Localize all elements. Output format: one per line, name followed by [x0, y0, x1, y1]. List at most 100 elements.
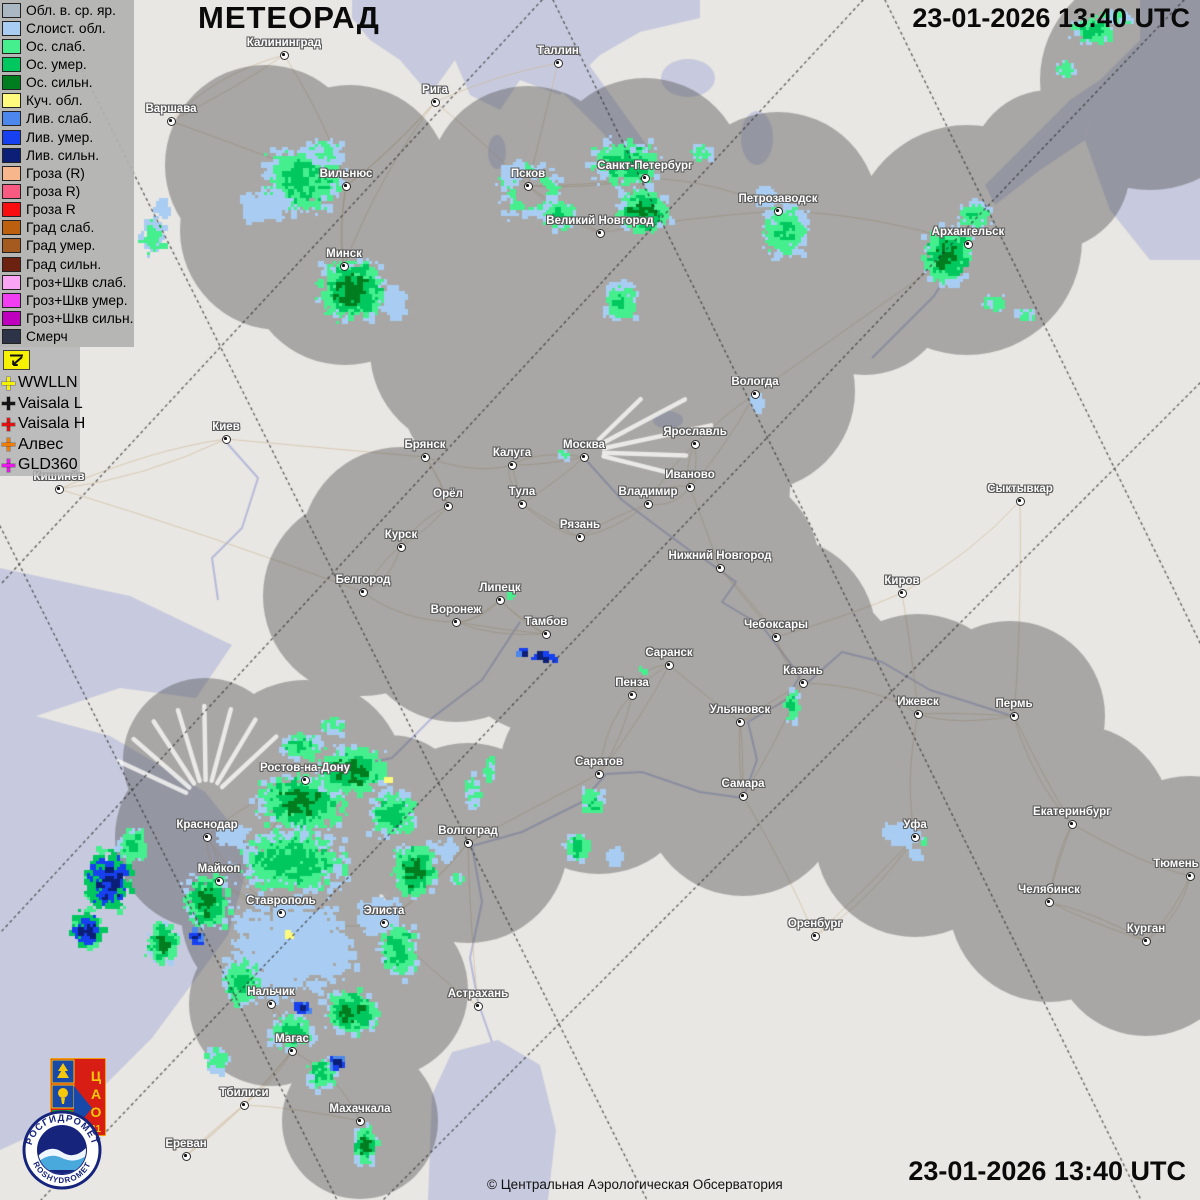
- legend-label: Гроза (R): [26, 165, 85, 181]
- legend-item: Лив. слаб.: [2, 110, 134, 128]
- legend-swatch: [2, 274, 21, 290]
- city-marker: [664, 660, 674, 670]
- legend-item: Гроз+Шкв сильн.: [2, 309, 134, 327]
- city-label: Курск: [384, 529, 418, 541]
- legend-label: Гроз+Шкв сильн.: [26, 310, 134, 326]
- city-marker: [640, 173, 650, 183]
- city-marker: [963, 239, 973, 249]
- city-marker: [54, 484, 64, 494]
- city-marker: [579, 452, 589, 462]
- city-marker: [643, 499, 653, 509]
- city-label: Липецк: [479, 582, 521, 594]
- city-marker: [266, 999, 276, 1009]
- city-label: Нижний Новгород: [668, 550, 772, 562]
- city-marker: [913, 709, 923, 719]
- city-marker: [341, 181, 351, 191]
- city-label: Пенза: [615, 677, 649, 689]
- city-label: Челябинск: [1018, 884, 1080, 896]
- city-marker: [1067, 819, 1077, 829]
- legend-label: Обл. в. ср. яр.: [26, 2, 116, 18]
- legend-label: Слоист. обл.: [26, 20, 106, 36]
- legend-label: Град слаб.: [26, 220, 95, 236]
- legend-swatch: [2, 256, 21, 272]
- city-marker: [300, 775, 310, 785]
- legend-swatch: [2, 202, 21, 218]
- city-marker: [735, 717, 745, 727]
- legend-label: Град сильн.: [26, 256, 102, 272]
- city-marker: [443, 501, 453, 511]
- city-marker: [214, 876, 224, 886]
- legend-item: Ос. слаб.: [2, 37, 134, 55]
- city-marker: [685, 482, 695, 492]
- city-marker: [396, 542, 406, 552]
- legend-item: Куч. обл.: [2, 92, 134, 110]
- legend-swatch: [2, 310, 21, 326]
- city-label: Орёл: [433, 488, 463, 500]
- city-label: Краснодар: [176, 819, 238, 831]
- legend-item: Гроза R: [2, 201, 134, 219]
- city-marker: [463, 838, 473, 848]
- legend-item: Гроза R): [2, 182, 134, 200]
- lightning-legend-item: GLD360: [1, 455, 85, 476]
- lightning-legend-item: Алвес: [1, 435, 85, 456]
- city-label: Чебоксары: [744, 619, 808, 631]
- city-label: Тула: [508, 486, 536, 498]
- city-label: Иваново: [665, 469, 715, 481]
- city-label: Майкоп: [197, 863, 241, 875]
- city-label: Ярославль: [663, 426, 727, 438]
- city-label: Элиста: [363, 905, 405, 917]
- city-label: Киев: [212, 421, 240, 433]
- legend-swatch: [2, 129, 21, 145]
- lightning-legend-label: Vaisala H: [18, 415, 86, 433]
- city-label: Калининград: [246, 37, 322, 49]
- city-label: Киров: [884, 575, 920, 587]
- timestamp-bottom: 23-01-2026 13:40 UTC: [908, 1156, 1186, 1186]
- city-marker: [181, 1151, 191, 1161]
- legend-label: Лив. умер.: [26, 129, 94, 145]
- legend-swatch: [2, 2, 21, 18]
- legend-item: Гроза (R): [2, 164, 134, 182]
- city-label: Ростов-на-Дону: [260, 762, 350, 774]
- legend-label: Смерч: [26, 329, 68, 345]
- city-marker: [627, 690, 637, 700]
- legend-swatch: [2, 183, 21, 199]
- lightning-legend-item: Vaisala L: [1, 394, 85, 415]
- city-marker: [594, 769, 604, 779]
- city-marker: [339, 261, 349, 271]
- city-marker: [1141, 936, 1151, 946]
- city-marker: [202, 832, 212, 842]
- city-label: Брянск: [404, 439, 446, 451]
- city-label: Саранск: [645, 647, 693, 659]
- city-marker: [495, 595, 505, 605]
- city-label: Ульяновск: [709, 704, 771, 716]
- legend-swatch: [2, 220, 21, 236]
- city-label: Ижевск: [897, 696, 939, 708]
- city-label: Воронеж: [430, 604, 482, 616]
- legend-item: Смерч: [2, 328, 134, 346]
- city-marker: [279, 50, 289, 60]
- lightning-legend-label: WWLLN: [18, 374, 78, 392]
- city-label: Саратов: [575, 756, 623, 768]
- legend-label: Град умер.: [26, 238, 96, 254]
- cao-logo-text: ЦАО: [88, 1068, 104, 1122]
- city-label: Оренбург: [787, 918, 843, 930]
- city-marker: [773, 206, 783, 216]
- lightning-legend-label: Алвес: [18, 435, 64, 453]
- city-marker: [355, 1116, 365, 1126]
- city-label: Сыктывкар: [987, 483, 1053, 495]
- city-label: Архангельск: [931, 226, 1005, 238]
- city-label: Нальчик: [247, 986, 295, 998]
- city-marker: [1044, 897, 1054, 907]
- city-marker: [287, 1046, 297, 1056]
- legend-swatch: [2, 75, 21, 91]
- city-label: Екатеринбург: [1033, 806, 1111, 818]
- legend-label: Куч. обл.: [26, 93, 83, 109]
- legend-swatch: [2, 329, 21, 345]
- city-marker: [430, 97, 440, 107]
- legend-swatch: [2, 165, 21, 181]
- city-label: Ставрополь: [246, 895, 316, 907]
- legend-label: Лив. слаб.: [26, 111, 93, 127]
- city-marker: [451, 617, 461, 627]
- legend-swatch: [2, 20, 21, 36]
